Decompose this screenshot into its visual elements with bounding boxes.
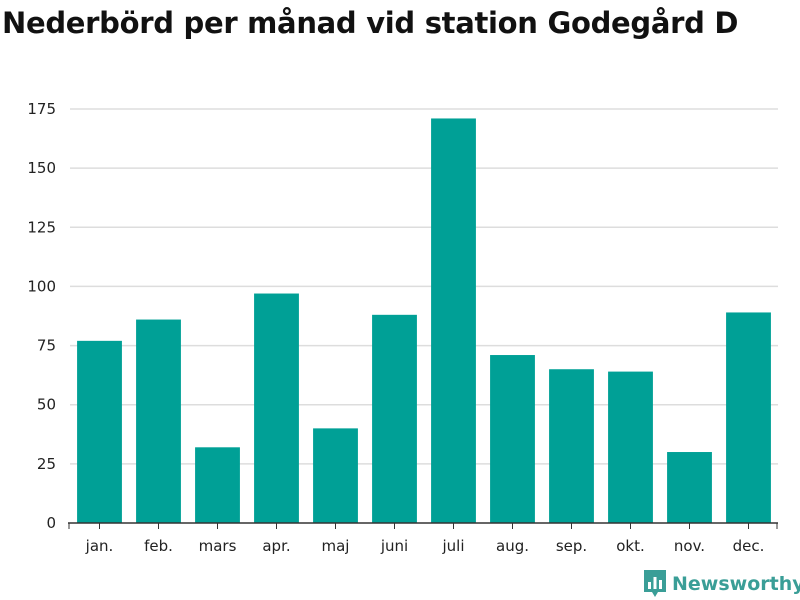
x-tick-label: sep. xyxy=(556,537,587,555)
bar xyxy=(313,428,358,523)
bar xyxy=(667,452,712,523)
bar-chart-bubble-icon xyxy=(644,570,666,597)
bar xyxy=(726,312,771,523)
y-tick-label: 75 xyxy=(37,337,56,355)
x-tick-label: nov. xyxy=(674,537,705,555)
y-tick-label: 50 xyxy=(37,396,56,414)
y-tick-label: 25 xyxy=(37,455,56,473)
bar xyxy=(549,369,594,523)
x-tick-label: juni xyxy=(380,537,408,555)
x-tick-label: dec. xyxy=(733,537,765,555)
chart-title: Nederbörd per månad vid station Godegård… xyxy=(2,6,739,40)
y-tick-label: 150 xyxy=(27,159,56,177)
x-tick-label: maj xyxy=(322,537,350,555)
y-tick-label: 175 xyxy=(27,100,56,118)
bar xyxy=(254,293,299,523)
gridlines xyxy=(70,108,778,465)
bar xyxy=(195,447,240,523)
y-tick-label: 100 xyxy=(27,277,56,295)
x-tick-label: okt. xyxy=(616,537,645,555)
y-tick-label: 0 xyxy=(46,514,56,532)
bars xyxy=(77,118,771,523)
y-tick-label: 125 xyxy=(27,218,56,236)
x-tick-label: juli xyxy=(441,537,464,555)
x-tick-label: apr. xyxy=(262,537,290,555)
y-axis-ticks: 0 25 50 75 100 125 150 175 xyxy=(27,100,56,532)
bar xyxy=(490,355,535,523)
bar xyxy=(372,314,417,523)
x-tick-label: aug. xyxy=(496,537,529,555)
x-tick-label: mars xyxy=(199,537,237,555)
bar xyxy=(77,340,122,523)
x-tick-label: jan. xyxy=(85,537,114,555)
bar xyxy=(136,319,181,523)
newsworthy-logo: Newsworthy xyxy=(643,569,800,599)
x-tick-label: feb. xyxy=(144,537,173,555)
bar xyxy=(431,118,476,523)
x-axis-ticks: jan. feb. mars apr. maj juni juli aug. sep. okt. n… xyxy=(68,523,778,555)
brand-name: Newsworthy xyxy=(672,573,800,595)
bar xyxy=(608,371,653,523)
